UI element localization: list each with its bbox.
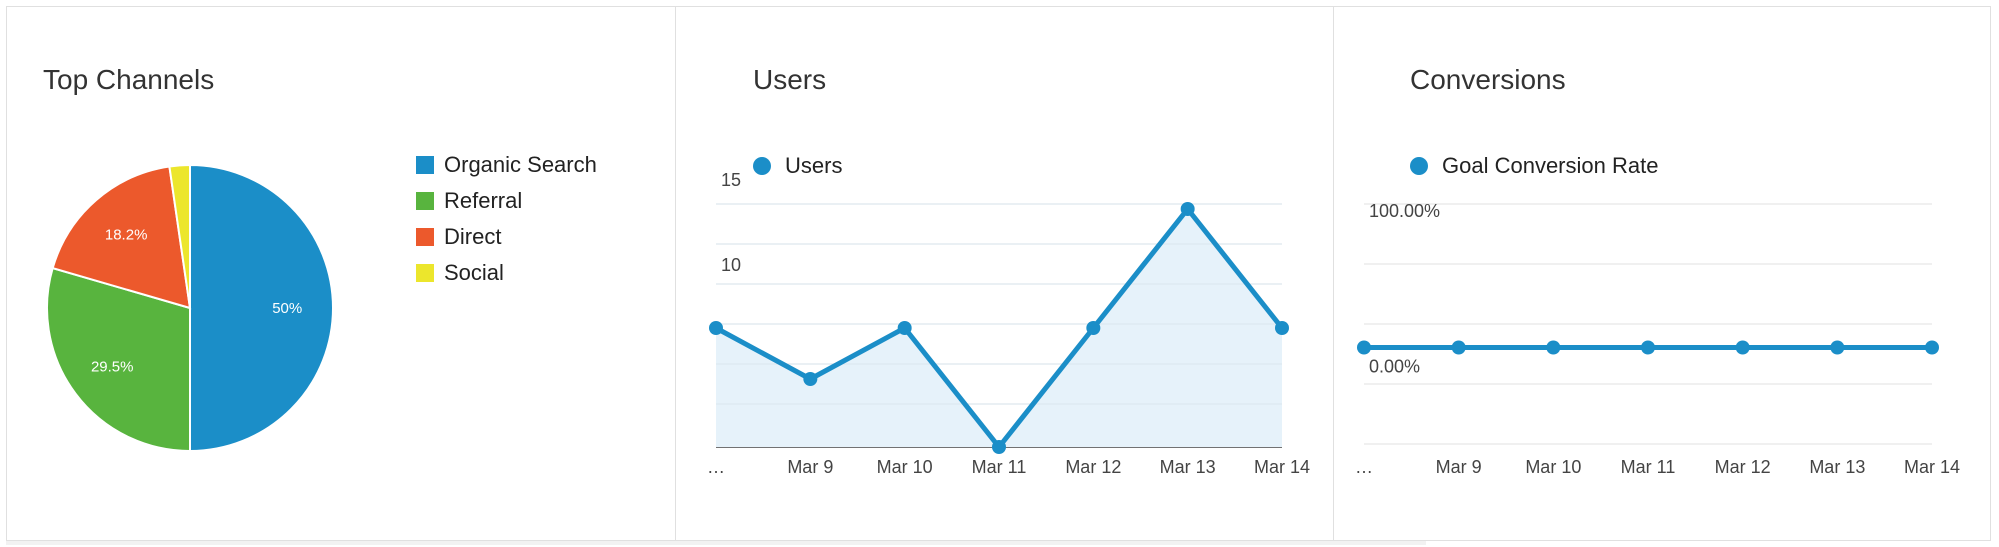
bottom-scroll-strip — [6, 541, 1426, 545]
pie-label-referral: 29.5% — [91, 358, 134, 375]
x-tick-label: Mar 13 — [1160, 457, 1216, 477]
legend-swatch-organic — [416, 156, 434, 174]
x-tick-label: Mar 11 — [1621, 457, 1676, 477]
pie-slice-direct[interactable] — [51, 165, 192, 310]
pie-chart: 50% 29.5% 18.2% — [46, 163, 334, 453]
legend-item-referral[interactable]: Referral — [416, 183, 597, 219]
legend-label-referral: Referral — [444, 188, 523, 213]
legend-swatch-direct — [416, 228, 434, 246]
users-legend[interactable]: Users — [753, 153, 842, 179]
data-point-2[interactable] — [897, 321, 912, 335]
y-tick-label: 15 — [721, 170, 741, 190]
pie-slice-referral[interactable] — [46, 266, 191, 453]
legend-swatch-social — [416, 264, 434, 282]
legend-label-direct: Direct — [444, 224, 502, 249]
x-tick-label: Mar 9 — [1436, 457, 1482, 477]
x-tick-label: Mar 12 — [1715, 457, 1771, 477]
conversions-line-chart: 0.00% 100.00% … Mar 9 Mar 10 Mar 11 Mar 12 Mar … — [1355, 201, 1960, 477]
pie-legend: Organic Search Referral Direct Social — [416, 147, 597, 291]
legend-swatch-referral — [416, 192, 434, 210]
data-point-2[interactable] — [1546, 340, 1561, 355]
legend-label-organic: Organic Search — [444, 152, 597, 177]
data-point-1[interactable] — [1451, 340, 1466, 355]
legend-label-goal-conversion: Goal Conversion Rate — [1442, 153, 1659, 178]
dashboard-panels: Top Channels 50% 29.5% 18.2% Organic Searc… — [6, 6, 1991, 541]
data-point-0[interactable] — [1357, 340, 1371, 355]
x-tick-label: Mar 12 — [1065, 457, 1121, 477]
x-tick-label: Mar 14 — [1904, 457, 1960, 477]
x-tick-label: Mar 10 — [877, 457, 933, 477]
x-tick-label: Mar 9 — [787, 457, 833, 477]
x-tick-label: Mar 14 — [1254, 457, 1310, 477]
legend-label-social: Social — [444, 260, 504, 285]
data-point-5[interactable] — [1180, 202, 1195, 216]
data-point-3[interactable] — [1641, 340, 1655, 355]
legend-item-organic-search[interactable]: Organic Search — [416, 147, 597, 183]
x-tick-label: Mar 13 — [1809, 457, 1865, 477]
data-point-0[interactable] — [709, 321, 723, 335]
x-tick-label: Mar 11 — [972, 457, 1027, 477]
series-area-fill — [716, 209, 1282, 447]
data-point-6[interactable] — [1925, 340, 1939, 355]
panel-title-users: Users — [753, 64, 827, 95]
conversions-legend[interactable]: Goal Conversion Rate — [1410, 153, 1658, 179]
x-tick-label: … — [707, 457, 725, 477]
pie-slice-organic-search[interactable] — [189, 163, 334, 453]
data-point-3[interactable] — [992, 440, 1006, 454]
x-tick-label: … — [1355, 457, 1373, 477]
pie-label-organic-search: 50% — [272, 300, 302, 317]
legend-label-users: Users — [785, 153, 843, 178]
legend-dot-goal-conversion — [1410, 157, 1428, 175]
pie-label-direct: 18.2% — [105, 227, 148, 244]
top-channels-panel: Top Channels 50% 29.5% 18.2% Organic Searc… — [7, 7, 676, 540]
pie-slice-social[interactable] — [168, 163, 191, 309]
panel-title-top-channels: Top Channels — [43, 64, 215, 95]
data-point-5[interactable] — [1830, 340, 1845, 355]
panel-title-conversions: Conversions — [1410, 64, 1566, 95]
y-tick-label: 0.00% — [1369, 357, 1420, 377]
data-point-4[interactable] — [1086, 321, 1101, 335]
data-point-4[interactable] — [1735, 340, 1750, 355]
y-tick-label: 10 — [721, 255, 741, 275]
y-tick-label: 100.00% — [1369, 201, 1440, 221]
legend-dot-users — [753, 157, 771, 175]
conversions-panel: Conversions Goal Conversion Rate 0.00% 10… — [1334, 7, 1990, 540]
legend-item-social[interactable]: Social — [416, 255, 597, 291]
data-point-6[interactable] — [1275, 321, 1289, 335]
legend-item-direct[interactable]: Direct — [416, 219, 597, 255]
x-tick-label: Mar 10 — [1525, 457, 1581, 477]
data-point-1[interactable] — [803, 372, 818, 386]
